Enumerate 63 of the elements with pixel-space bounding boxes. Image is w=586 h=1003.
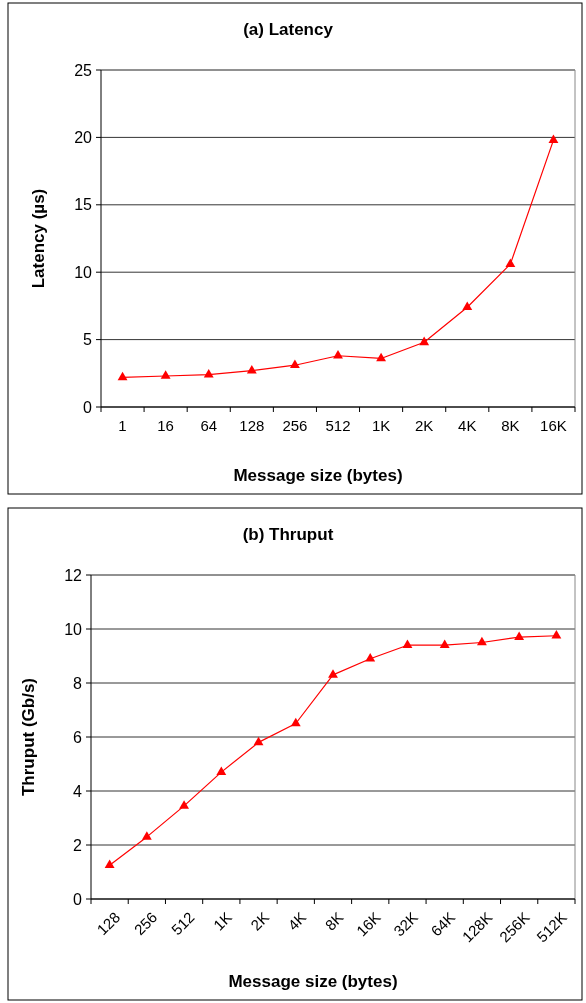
x-axis-title: Message size (bytes) [228,972,398,991]
y-tick-label: 6 [73,728,83,746]
y-axis-title: Latency (µs) [29,188,48,289]
y-tick-label: 15 [74,196,93,214]
x-tick-label: 16K [540,417,567,434]
x-tick-label: 1K [371,417,391,434]
point [477,636,487,646]
y-tick-label: 5 [83,331,93,349]
y-tick-label: 4 [73,782,83,800]
point [246,364,257,374]
point [104,859,115,869]
x-tick-label: 512 [325,417,351,434]
x-tick-label: 8K [321,908,347,934]
y-tick-label: 12 [64,566,83,584]
chart-title: (b) Thruput [242,525,334,544]
x-tick-label: 128 [93,908,124,939]
point [365,653,376,662]
point [514,631,525,640]
point [551,630,562,639]
x-tick-label: 16K [352,908,384,940]
point [117,371,128,381]
point [289,359,300,369]
x-tick-label: 2K [247,908,273,934]
x-tick-label: 32K [390,908,422,940]
chart-title: (a) Latency [243,20,334,39]
point [419,336,430,346]
x-tick-label: 64 [200,417,218,434]
point [216,766,227,775]
x-tick-label: 256 [282,417,308,434]
x-tick-label: 16 [157,417,174,434]
point [290,717,301,727]
x-tick-label: 64K [427,908,459,940]
x-tick-label: 4K [284,908,310,934]
x-tick-label: 512 [167,908,198,939]
point [179,800,189,809]
y-tick-label: 0 [73,890,83,908]
y-tick-label: 25 [74,61,93,79]
y-tick-label: 20 [74,129,93,146]
point [141,831,152,840]
x-axis-title: Message size (bytes) [233,466,403,485]
x-tick-label: 4K [458,417,477,434]
y-tick-label: 10 [64,620,83,638]
point [333,350,343,359]
y-tick-label: 10 [74,263,93,281]
x-tick-label: 128 [239,417,265,434]
point [462,301,473,311]
point [328,669,338,678]
x-tick-label: 1K [209,908,235,934]
point [402,639,413,649]
y-axis-title: Thruput (Gb/s) [19,677,38,797]
x-tick-label: 1 [118,417,127,434]
x-tick-label: 256 [130,908,161,939]
point [548,134,559,143]
y-tick-label: 8 [73,674,83,692]
x-tick-label: 2K [415,417,434,434]
x-tick-label: 8K [501,417,520,434]
point [376,352,387,362]
y-tick-label: 2 [73,836,83,854]
y-tick-label: 0 [83,398,93,416]
point [505,258,516,267]
point [160,370,171,379]
point [253,736,264,746]
point [439,639,450,649]
